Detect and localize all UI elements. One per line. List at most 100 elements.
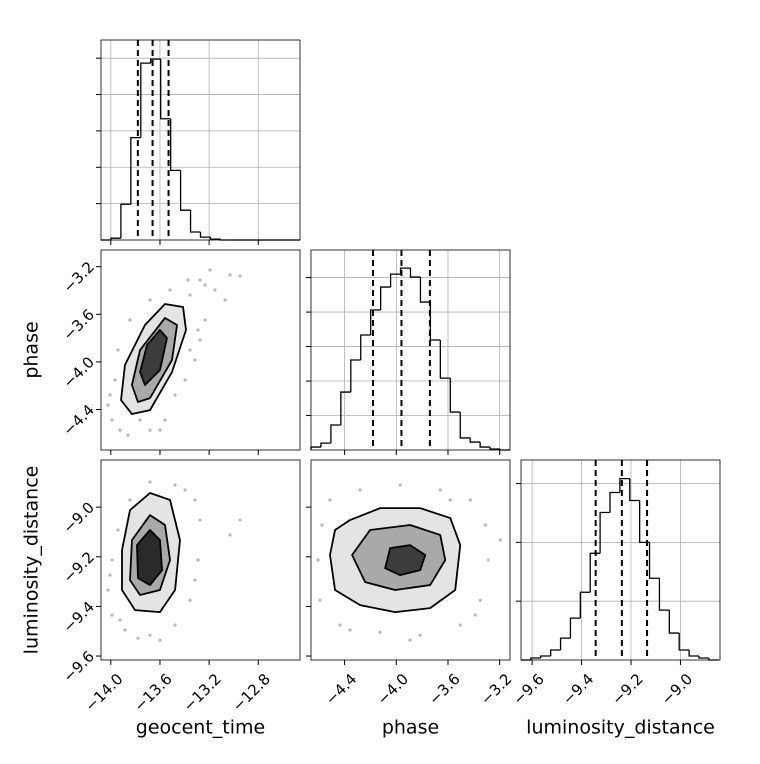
sample-point <box>448 498 452 502</box>
sample-point <box>398 483 402 487</box>
histogram-bin <box>110 237 121 240</box>
contour <box>136 529 163 586</box>
histogram-bin <box>569 617 581 639</box>
y-tick-label: −3.2 <box>60 258 98 296</box>
x-tick-label: −9.6 <box>509 670 547 708</box>
sample-point <box>108 393 112 397</box>
sample-point <box>118 428 122 432</box>
sample-point <box>188 293 192 297</box>
histogram-bin <box>688 650 699 657</box>
x-axis-label: phase <box>382 717 439 739</box>
histogram-bin <box>350 359 361 393</box>
sample-point <box>126 433 130 437</box>
sample-point <box>228 533 232 537</box>
sample-point <box>138 418 142 422</box>
sample-point <box>108 573 112 577</box>
y-tick-label: −9.4 <box>60 598 98 636</box>
sample-point <box>106 403 110 407</box>
sample-point <box>328 498 332 502</box>
histogram-bin <box>609 491 620 513</box>
histogram-bin <box>120 203 131 239</box>
sample-point <box>316 558 320 562</box>
sample-point <box>338 623 342 627</box>
histogram-bin <box>629 478 640 502</box>
sample-point <box>196 328 200 332</box>
x-tick-label: −3.6 <box>425 670 463 708</box>
sample-point <box>106 588 110 592</box>
x-axis-label: geocent_time <box>136 717 265 739</box>
histogram-bin <box>479 442 491 448</box>
sample-point <box>473 613 477 617</box>
sample-point <box>198 518 202 522</box>
sample-point <box>468 498 472 502</box>
sample-point <box>116 528 120 532</box>
panel-frame <box>100 249 301 451</box>
x-tick-label: −9.4 <box>559 670 597 708</box>
histogram-bin <box>179 170 191 211</box>
histogram-bin <box>419 277 431 303</box>
x-tick-label: −14.0 <box>81 670 126 715</box>
sample-point <box>128 498 132 502</box>
histogram-bin <box>469 437 481 443</box>
sample-point <box>148 480 152 484</box>
sample-point <box>378 630 382 634</box>
sample-point <box>208 268 212 272</box>
sample-point <box>110 558 114 562</box>
sample-point <box>186 278 190 282</box>
sample-point <box>320 523 324 527</box>
histogram-bin <box>189 210 201 233</box>
sample-point <box>238 518 242 522</box>
sample-point <box>213 288 217 292</box>
sample-point <box>358 488 362 492</box>
histogram-bin <box>130 136 141 205</box>
sample-point <box>238 274 242 278</box>
x-tick-label: −9.2 <box>608 670 646 708</box>
histogram-bin <box>678 633 690 651</box>
sample-point <box>163 418 167 422</box>
y-tick-label: −3.6 <box>60 306 98 344</box>
y-axis-label: phase <box>21 321 43 378</box>
histogram-bin <box>429 302 441 341</box>
histogram-bin <box>550 649 561 656</box>
sample-point <box>318 598 322 602</box>
sample-point <box>123 628 127 632</box>
sample-point <box>158 638 162 642</box>
panel-frame <box>520 459 721 661</box>
x-tick-label: −12.8 <box>229 670 274 715</box>
histogram-bin <box>579 591 591 619</box>
histogram-bin <box>540 655 551 658</box>
y-tick-label: −4.4 <box>60 401 98 439</box>
sample-point <box>486 558 490 562</box>
sample-point <box>148 428 152 432</box>
sample-point <box>148 633 152 637</box>
sample-point <box>193 498 197 502</box>
sample-point <box>128 318 132 322</box>
panel-frame <box>100 39 301 241</box>
sample-point <box>110 418 114 422</box>
histogram-bin <box>160 59 171 120</box>
y-axis-label: luminosity_distance <box>21 466 43 655</box>
histogram-bin <box>449 378 461 413</box>
y-tick-label: −9.6 <box>60 647 98 685</box>
x-tick-label: −13.6 <box>130 670 175 715</box>
panel-frame <box>310 459 511 661</box>
sample-point <box>408 638 412 642</box>
histogram-bin <box>340 391 351 425</box>
histogram-bin <box>140 62 151 138</box>
sample-point <box>183 488 187 492</box>
sample-point <box>203 283 207 287</box>
histogram-bin <box>459 412 471 439</box>
histogram-bin <box>559 637 571 650</box>
sample-point <box>116 348 120 352</box>
sample-point <box>118 618 122 622</box>
sample-point <box>223 298 227 302</box>
histogram-bin <box>380 286 391 310</box>
y-tick-label: −4.0 <box>60 353 98 391</box>
contour <box>139 329 168 386</box>
histogram-bin <box>389 273 401 288</box>
sample-point <box>228 273 232 277</box>
histogram-bin <box>648 542 660 579</box>
sample-point <box>110 613 114 617</box>
histogram-bin <box>668 610 680 634</box>
